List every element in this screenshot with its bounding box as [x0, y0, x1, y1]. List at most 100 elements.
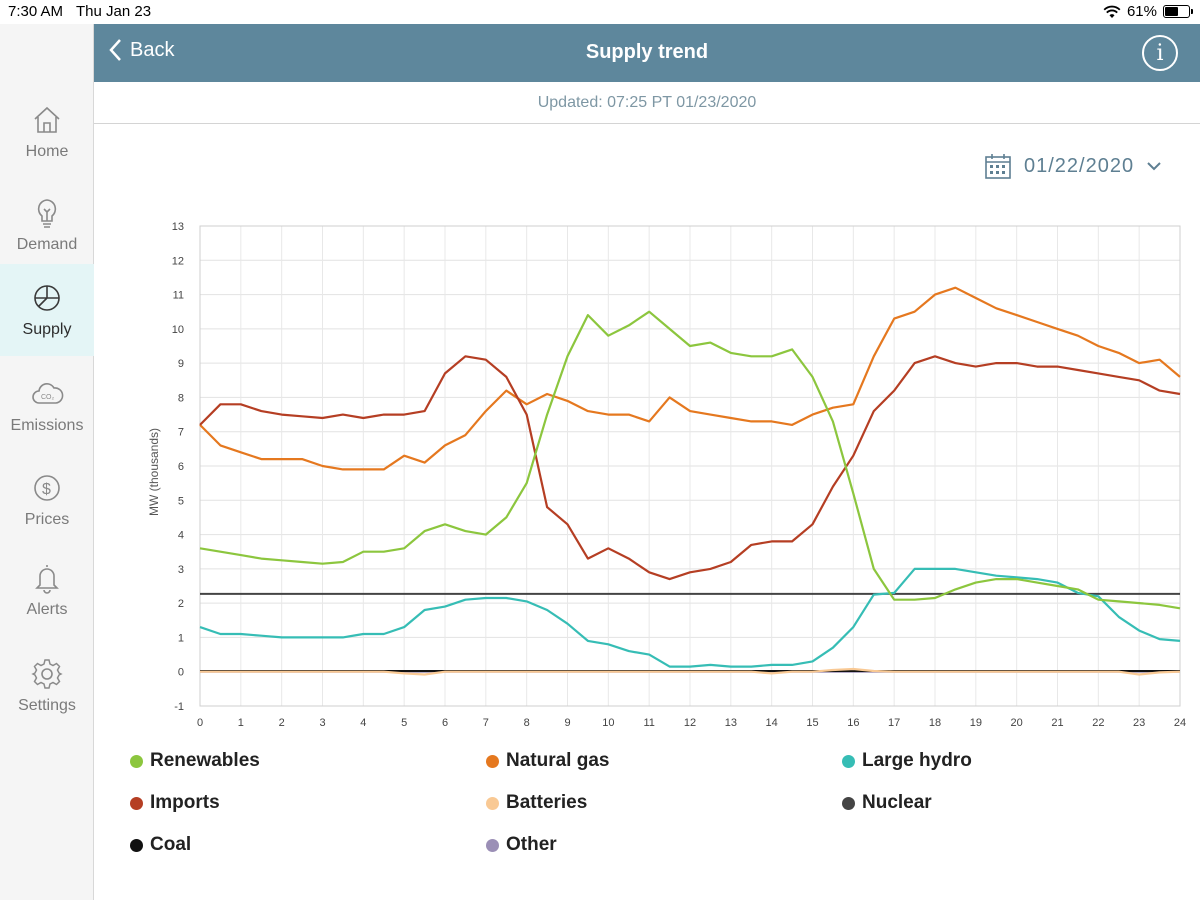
x-tick-label: 6	[442, 717, 448, 729]
y-tick-label: 0	[178, 667, 184, 679]
series-line-natural-gas	[199, 286, 1181, 471]
legend-label: Imports	[150, 792, 220, 813]
chevron-down-icon	[1147, 162, 1161, 171]
lightbulb-icon	[37, 199, 57, 228]
battery-fill	[1165, 7, 1179, 16]
status-right: 61%	[1103, 3, 1193, 20]
x-tick-label: 12	[684, 717, 696, 729]
chart-gridlines	[199, 225, 1181, 707]
battery-percent: 61%	[1126, 3, 1157, 20]
x-tick-label: 22	[1092, 717, 1104, 729]
series-line-renewables	[199, 310, 1181, 610]
sidebar-item-home[interactable]: Home	[0, 86, 94, 178]
date-value: 01/22/2020	[1024, 154, 1135, 177]
gear-icon	[31, 659, 63, 689]
calendar-icon	[985, 154, 1011, 179]
date-selector[interactable]: 01/22/2020	[984, 152, 1162, 180]
x-tick-label: 13	[725, 717, 737, 729]
y-tick-label: 6	[178, 461, 184, 473]
y-tick-label: 8	[178, 392, 184, 404]
sidebar-item-settings[interactable]: Settings	[0, 640, 94, 732]
legend-label: Other	[506, 834, 557, 855]
home-icon	[34, 106, 60, 133]
legend-swatch	[130, 838, 143, 852]
y-tick-label: 12	[172, 255, 184, 267]
legend-swatch	[486, 754, 499, 768]
legend-label: Coal	[150, 834, 192, 855]
x-tick-label: 1	[238, 717, 244, 729]
legend-swatch	[842, 754, 855, 768]
info-icon: i	[1156, 40, 1164, 66]
x-tick-label: 7	[483, 717, 489, 729]
x-tick-label: 9	[564, 717, 570, 729]
y-tick-label: 1	[178, 632, 184, 644]
legend-item-batteries: Batteries	[486, 792, 587, 814]
battery-icon	[1163, 5, 1193, 18]
chart-series	[199, 286, 1181, 676]
legend-swatch	[486, 796, 499, 810]
y-tick-label: 10	[172, 324, 184, 336]
legend-item-imports: Imports	[130, 792, 220, 814]
y-tick-label: 11	[173, 290, 184, 302]
svg-text:$: $	[42, 481, 51, 498]
svg-text:CO₂: CO₂	[41, 394, 55, 401]
legend-swatch	[486, 838, 499, 852]
chevron-left-icon	[109, 39, 121, 61]
y-tick-label: 5	[178, 495, 184, 507]
y-tick-label: 7	[178, 427, 184, 439]
legend-item-other: Other	[486, 834, 557, 856]
x-tick-label: 11	[643, 717, 654, 729]
sidebar-item-prices[interactable]: $ Prices	[0, 454, 94, 546]
bell-icon	[35, 565, 59, 594]
wifi-icon	[1103, 5, 1121, 18]
x-tick-label: 14	[766, 717, 778, 729]
sidebar: Home Demand Supply CO₂ Emissions $ Price…	[0, 24, 94, 900]
legend-label: Nuclear	[862, 792, 932, 813]
sidebar-item-demand[interactable]: Demand	[0, 179, 94, 271]
plot-frame	[199, 225, 1181, 707]
sidebar-item-label: Demand	[16, 236, 78, 253]
pie-chart-icon	[34, 285, 60, 311]
legend-label: Batteries	[506, 792, 588, 813]
y-tick-label: 4	[178, 530, 184, 542]
info-button[interactable]: i	[1142, 35, 1178, 71]
legend-label: Renewables	[150, 750, 260, 771]
sidebar-item-alerts[interactable]: Alerts	[0, 544, 94, 636]
status-bar: 7:30 AM Thu Jan 23 61%	[0, 0, 1200, 24]
co2-cloud-icon: CO₂	[32, 383, 64, 404]
legend-item-natural-gas: Natural gas	[486, 750, 609, 772]
legend-swatch	[130, 796, 143, 810]
y-tick-label: 9	[178, 358, 184, 370]
x-tick-label: 20	[1011, 717, 1023, 729]
top-bar: Back Supply trend i	[94, 24, 1200, 82]
sidebar-item-emissions[interactable]: CO₂ Emissions	[0, 360, 94, 452]
x-tick-label: 17	[888, 717, 900, 729]
sidebar-item-label: Settings	[18, 697, 76, 714]
series-line-imports	[199, 355, 1181, 581]
x-tick-label: 18	[929, 717, 941, 729]
x-tick-label: 15	[806, 717, 818, 729]
x-tick-label: 0	[197, 717, 203, 729]
sidebar-item-label: Prices	[24, 511, 70, 528]
x-tick-label: 19	[970, 717, 982, 729]
series-line-batteries	[200, 667, 1181, 676]
legend-swatch	[130, 754, 143, 768]
x-tick-label: 8	[524, 717, 530, 729]
legend-item-coal: Coal	[130, 834, 191, 856]
legend-item-renewables: Renewables	[130, 750, 260, 772]
page-title: Supply trend	[585, 41, 709, 63]
legend-item-nuclear: Nuclear	[842, 792, 932, 814]
legend-label: Natural gas	[506, 750, 610, 771]
x-tick-label: 4	[360, 717, 366, 729]
y-tick-label: 13	[172, 221, 184, 233]
legend-item-large-hydro: Large hydro	[842, 750, 972, 772]
sidebar-item-supply[interactable]: Supply	[0, 264, 94, 356]
x-tick-label: 16	[847, 717, 859, 729]
back-label: Back	[130, 38, 175, 61]
back-button[interactable]: Back	[108, 38, 174, 62]
y-tick-label: 3	[178, 564, 184, 576]
y-tick-label: -1	[174, 701, 184, 713]
y-tick-label: 2	[178, 598, 184, 610]
